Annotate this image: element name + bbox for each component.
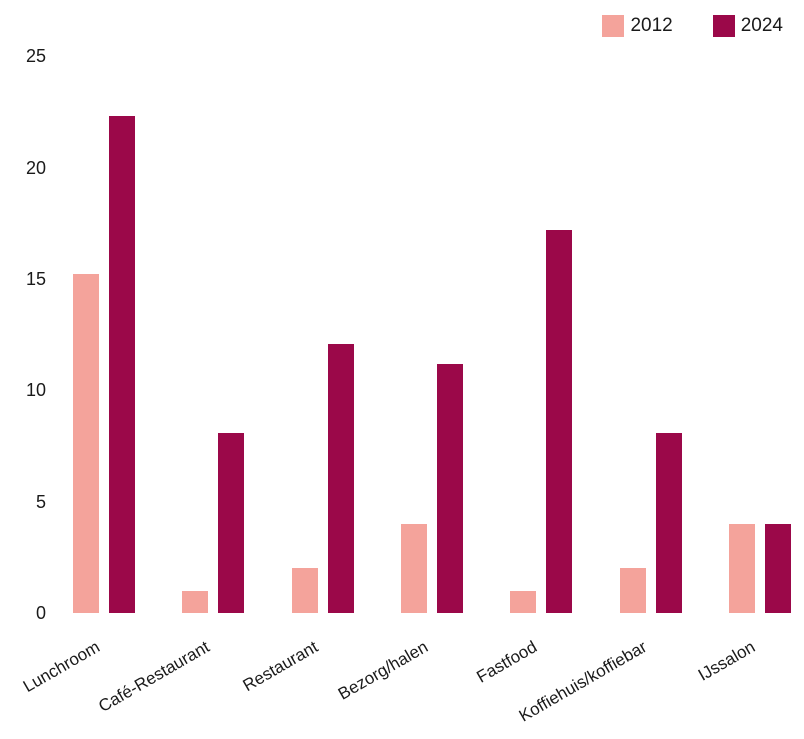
x-axis-category-label-ijssalon: IJssalon bbox=[695, 637, 759, 685]
legend-item-2012: 2012 bbox=[602, 15, 673, 37]
bar-2012-bezorg-halen bbox=[400, 523, 427, 613]
bar-2024-bezorg-halen bbox=[436, 363, 463, 613]
bar-2024-caf-restaurant bbox=[218, 432, 245, 613]
x-axis-category-label-restaurant: Restaurant bbox=[240, 637, 322, 696]
y-axis-tick-label-10: 10 bbox=[25, 380, 46, 401]
bar-2024-lunchroom bbox=[109, 116, 135, 613]
legend-item-2024: 2024 bbox=[712, 15, 783, 37]
bar-2012-restaurant bbox=[291, 568, 318, 613]
bar-2012-lunchroom bbox=[73, 274, 99, 613]
y-axis-tick-label-0: 0 bbox=[35, 603, 46, 623]
bar-2024-restaurant bbox=[327, 343, 354, 613]
y-axis-tick-label-20: 20 bbox=[25, 157, 46, 178]
chart-legend: 2012 2024 bbox=[602, 15, 783, 37]
legend-swatch-2012-icon bbox=[602, 15, 625, 37]
bar-2012-fastfood bbox=[510, 590, 537, 613]
legend-label-2012: 2012 bbox=[630, 15, 673, 36]
bar-2024-fastfood bbox=[546, 229, 573, 613]
x-axis-category-label-bezorg-halen: Bezorg/halen bbox=[334, 637, 431, 704]
y-axis-tick-label-15: 15 bbox=[25, 268, 46, 289]
x-axis-category-label-fastfood: Fastfood bbox=[473, 637, 541, 687]
legend-swatch-2024-icon bbox=[712, 15, 735, 37]
y-axis-tick-label-25: 25 bbox=[25, 46, 46, 67]
y-axis-tick-label-5: 5 bbox=[35, 491, 46, 512]
bar-2024-koffiehuis-koffiebar bbox=[655, 432, 682, 613]
bar-2012-ijssalon bbox=[728, 523, 755, 613]
legend-label-2024: 2024 bbox=[740, 15, 783, 36]
x-axis-category-label-lunchroom: Lunchroom bbox=[19, 637, 103, 697]
bar-2024-ijssalon bbox=[764, 523, 791, 613]
x-axis-category-label-caf-restaurant: Café-Restaurant bbox=[94, 637, 213, 716]
bar-2012-caf-restaurant bbox=[182, 590, 209, 613]
bar-2012-koffiehuis-koffiebar bbox=[619, 568, 646, 613]
